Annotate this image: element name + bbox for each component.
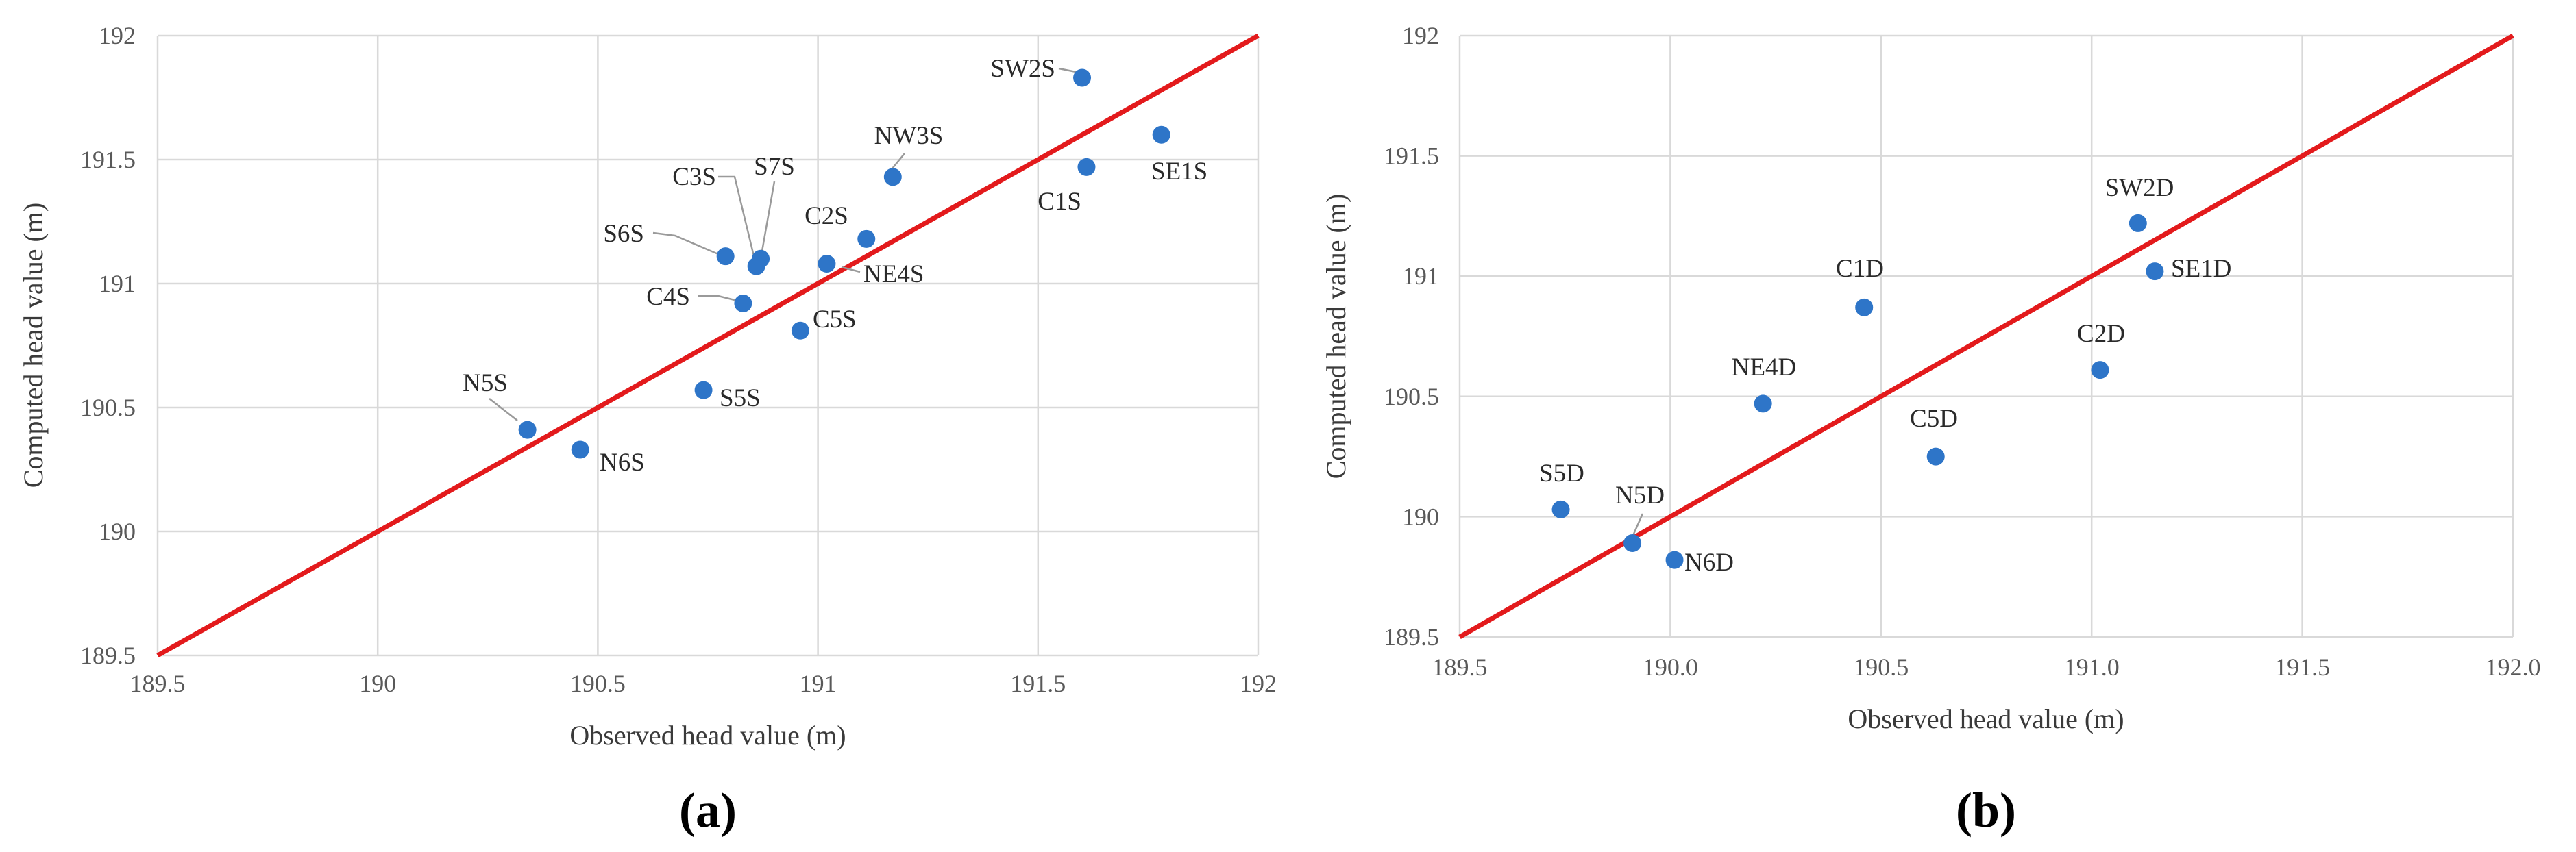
label-leader-line bbox=[698, 295, 741, 303]
data-point-c1d bbox=[1855, 298, 1874, 316]
x-tick-label: 191.0 bbox=[2064, 653, 2120, 681]
data-point-c5s bbox=[791, 321, 809, 340]
point-label-s6s: S6S bbox=[603, 220, 644, 248]
label-leader-line bbox=[489, 398, 518, 421]
y-tick-label: 190 bbox=[99, 518, 136, 545]
data-point-sw2s bbox=[1073, 68, 1092, 87]
x-tick-label: 192 bbox=[1240, 670, 1277, 697]
y-tick-label: 190 bbox=[1402, 503, 1439, 530]
data-point-c2d bbox=[2091, 361, 2109, 379]
x-tick-label: 190.5 bbox=[1853, 653, 1909, 681]
point-label-c4s: C4S bbox=[646, 283, 690, 311]
x-tick-label: 190 bbox=[359, 670, 396, 697]
x-tick-label: 190.0 bbox=[1643, 653, 1698, 681]
x-tick-label: 191.5 bbox=[1010, 670, 1066, 697]
data-point-c4s bbox=[734, 294, 752, 312]
panel-label: (a) bbox=[679, 783, 737, 838]
data-point-nw3s bbox=[883, 168, 902, 186]
chart-panel-b: 189.5 190.0 190.5 191.0 191.5 192.0 189.5 190 19… bbox=[1321, 22, 2541, 838]
point-label-sw2d: SW2D bbox=[2105, 174, 2174, 202]
chart-panel-a: 189.5 190 190.5 191 191.5 192 189.5 190 190.5 191… bbox=[18, 22, 1277, 838]
x-tick-label: 191.5 bbox=[2274, 653, 2330, 681]
point-label-c1s: C1S bbox=[1038, 188, 1081, 216]
point-label-se1d: SE1D bbox=[2171, 255, 2231, 283]
data-point-n6d bbox=[1665, 551, 1684, 569]
y-tick-label: 191.5 bbox=[1384, 142, 1439, 170]
point-label-n5s: N5S bbox=[463, 369, 508, 397]
data-point-ne4s bbox=[818, 255, 836, 273]
point-label-c5d: C5D bbox=[1910, 405, 1958, 433]
label-leader-line bbox=[652, 231, 719, 255]
y-tick-label: 192 bbox=[1402, 22, 1439, 49]
y-tick-label: 189.5 bbox=[1384, 623, 1439, 651]
label-leader-line bbox=[1631, 513, 1644, 538]
y-tick-label: 189.5 bbox=[80, 642, 136, 669]
point-label-n6d: N6D bbox=[1684, 549, 1734, 577]
y-axis-title: Computed head value (m) bbox=[1321, 194, 1351, 479]
data-point-s7s bbox=[752, 249, 770, 268]
reference-line bbox=[156, 33, 1260, 658]
reference-line bbox=[1458, 33, 2514, 640]
y-tick-label: 191.5 bbox=[80, 146, 136, 173]
x-tick-label: 189.5 bbox=[1432, 653, 1488, 681]
data-point-c2s bbox=[857, 229, 876, 248]
point-label-ne4s: NE4S bbox=[863, 260, 924, 288]
data-point-n5s bbox=[518, 421, 537, 439]
point-label-s5s: S5S bbox=[720, 384, 761, 412]
y-tick-label: 191 bbox=[1402, 262, 1439, 290]
data-point-se1s bbox=[1152, 125, 1170, 144]
data-point-ne4d bbox=[1754, 394, 1772, 413]
point-label-ne4d: NE4D bbox=[1732, 353, 1797, 381]
point-label-c2s: C2S bbox=[805, 202, 848, 230]
x-tick-label: 191 bbox=[800, 670, 837, 697]
y-tick-label: 190.5 bbox=[1384, 383, 1439, 410]
data-point-n6s bbox=[571, 440, 589, 459]
data-point-s5d bbox=[1551, 500, 1570, 518]
y-tick-label: 191 bbox=[99, 270, 136, 297]
y-tick-label: 192 bbox=[99, 22, 136, 49]
data-point-n5d bbox=[1623, 534, 1642, 553]
data-point-c1s bbox=[1077, 158, 1096, 176]
data-point-s6s bbox=[716, 247, 735, 266]
y-axis-title: Computed head value (m) bbox=[18, 203, 49, 488]
x-axis-title: Observed head value (m) bbox=[569, 720, 846, 751]
x-tick-label: 192.0 bbox=[2486, 653, 2541, 681]
y-tick-label: 190.5 bbox=[80, 394, 136, 421]
label-leader-line bbox=[841, 266, 861, 273]
data-point-se1d bbox=[2146, 262, 2164, 281]
x-tick-label: 190.5 bbox=[570, 670, 626, 697]
point-label-c2d: C2D bbox=[2077, 320, 2125, 348]
point-label-c3s: C3S bbox=[672, 163, 716, 191]
point-label-se1s: SE1S bbox=[1151, 158, 1207, 186]
point-label-sw2s: SW2S bbox=[990, 55, 1055, 83]
label-leader-line bbox=[718, 175, 757, 262]
panel-label: (b) bbox=[1956, 783, 2016, 838]
point-label-n5d: N5D bbox=[1615, 481, 1665, 510]
x-tick-label: 189.5 bbox=[130, 670, 186, 697]
point-label-nw3s: NW3S bbox=[874, 122, 944, 150]
data-point-c5d bbox=[1926, 447, 1945, 466]
label-leader-line bbox=[892, 153, 905, 169]
point-label-n6s: N6S bbox=[600, 449, 645, 477]
label-leader-line bbox=[759, 181, 776, 260]
x-axis-title: Observed head value (m) bbox=[1848, 703, 2124, 734]
data-point-s5s bbox=[694, 381, 713, 399]
point-label-c1d: C1D bbox=[1836, 255, 1884, 283]
point-label-s5d: S5D bbox=[1539, 460, 1584, 488]
point-label-c5s: C5S bbox=[813, 305, 857, 334]
point-label-s7s: S7S bbox=[754, 153, 795, 181]
data-point-sw2d bbox=[2129, 214, 2147, 232]
